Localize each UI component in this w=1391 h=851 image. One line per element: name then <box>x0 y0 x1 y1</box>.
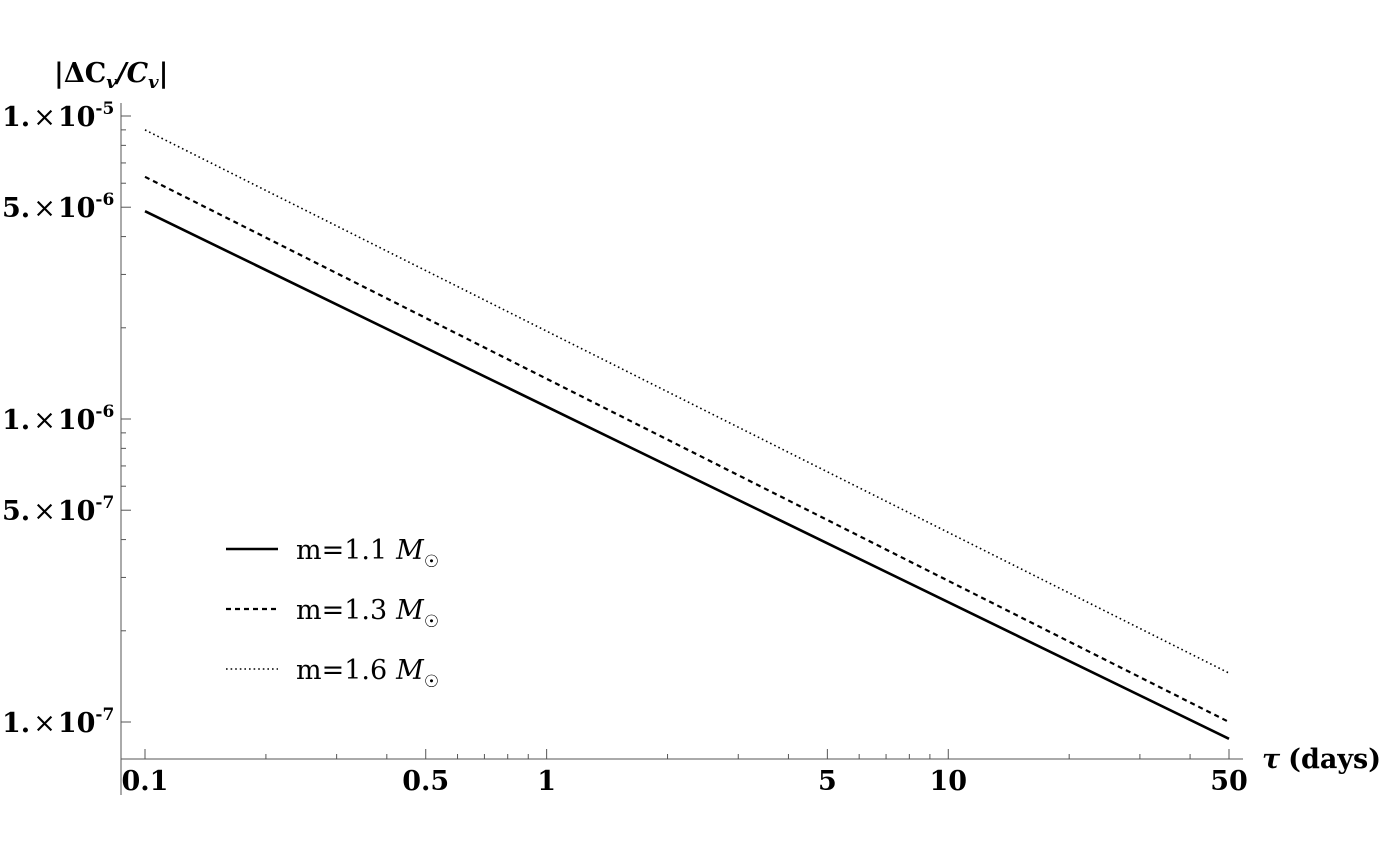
legend-entry-m13: m=1.3 M☉ <box>226 595 439 632</box>
x-axis-ticks: 0.1 0.5 1 5 10 50 <box>122 749 1248 797</box>
y-axis-title: |ΔCv/Cv| <box>54 58 168 93</box>
svg-text:m=1.3M☉: m=1.3 M☉ <box>296 595 439 632</box>
plot-series <box>144 129 1230 740</box>
series-line-solid <box>144 210 1230 740</box>
x-axis-title: τ (days) <box>1262 744 1381 775</box>
x-tick-label: 50 <box>1210 766 1248 797</box>
y-tick-label: 1. ×10-7 <box>2 705 114 739</box>
svg-text:m=1.1M☉: m=1.1 M☉ <box>296 535 439 572</box>
x-tick-label: 0.5 <box>402 766 449 797</box>
legend-label-m16: m=1.6 <box>296 655 387 686</box>
series-line-dotted <box>144 129 1230 674</box>
legend-entry-m11: m=1.1 M☉ <box>226 535 439 572</box>
y-tick-label: 5. ×10-7 <box>2 493 114 527</box>
x-tick-label: 10 <box>929 766 967 797</box>
series-line-dashed <box>144 175 1230 723</box>
legend-entry-m16: m=1.6 M☉ <box>226 655 439 692</box>
legend-label-m11: m=1.1 <box>296 535 387 566</box>
x-tick-label: 5 <box>818 766 837 797</box>
svg-text:m=1.6M☉: m=1.6 M☉ <box>296 655 439 692</box>
y-tick-label: 1. ×10-6 <box>2 402 114 436</box>
legend: m=1.1 M☉ m=1.3 M☉ m=1.6 M☉ <box>226 535 439 692</box>
y-axis-ticks: 1. ×10-5 5. ×10-6 1. ×10-6 5. ×10-7 1. ×10-7 <box>2 99 131 739</box>
x-tick-label: 0.1 <box>122 766 169 797</box>
axes <box>120 103 1243 795</box>
y-tick-label: 5. ×10-6 <box>2 190 114 224</box>
legend-label-m13: m=1.3 <box>296 595 387 626</box>
x-tick-label: 1 <box>537 766 556 797</box>
y-tick-label: 1. ×10-5 <box>2 99 114 133</box>
